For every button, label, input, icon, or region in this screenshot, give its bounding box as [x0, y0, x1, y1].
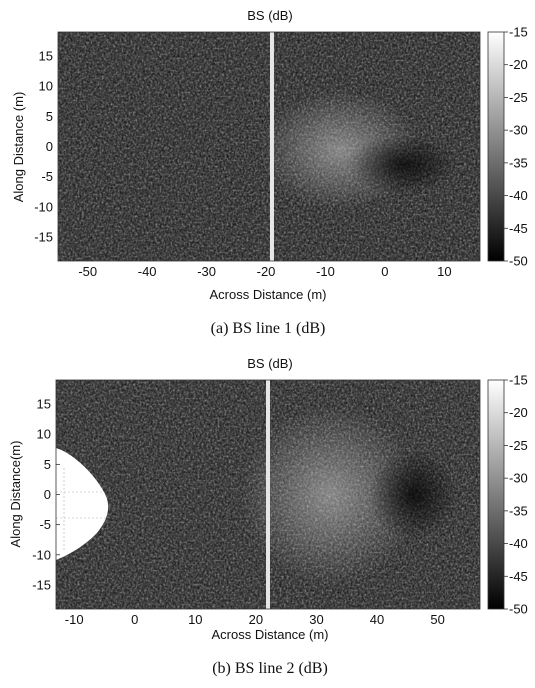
panel-a-dark-zone — [347, 134, 458, 195]
panel-b-colorbar-ticks: -15 -20 -25 -30 -35 -40 -45 -50 — [504, 373, 528, 617]
panel-b-x-tick-label: 30 — [309, 612, 323, 627]
panel-b-y-tick-label: -15 — [32, 577, 51, 592]
panel-a-colorbar-tick-label: -20 — [509, 57, 528, 72]
panel-b-y-tick-label: -10 — [32, 547, 51, 562]
panel-a-colorbar-tick-label: -50 — [509, 254, 528, 269]
panel-b-colorbar-tick-label: -35 — [509, 503, 528, 518]
panel-b-colorbar-tick-label: -45 — [509, 569, 528, 584]
panel-b-x-tick-label: 50 — [430, 612, 444, 627]
panel-b-x-axis-label: Across Distance (m) — [211, 627, 328, 642]
panel-b-bright-zone — [240, 405, 420, 585]
panel-a-colorbar-ticks: -15 -20 -25 -30 -35 -40 -45 -50 — [504, 25, 528, 269]
panel-a-colorbar-tick-label: -35 — [509, 155, 528, 170]
panel-a-x-ticks: -50 -40 -30 -20 -10 0 10 — [78, 257, 452, 279]
panel-b-title: BS (dB) — [247, 356, 293, 371]
panel-a-x-tick-label: -10 — [316, 264, 335, 279]
panel-a-y-tick-label: -15 — [34, 229, 53, 244]
panel-b-colorbar-tick-label: -50 — [509, 602, 528, 617]
panel-b-colorbar-tick-label: -15 — [509, 373, 528, 388]
panel-b-dark-zone — [368, 449, 459, 540]
panel-b-colorbar-tick-label: -40 — [509, 536, 528, 551]
panel-a-y-ticks: 15 10 5 0 -5 -10 -15 — [34, 49, 62, 244]
panel-a-x-tick-label: -20 — [257, 264, 276, 279]
panel-a-y-axis-label: Along Distance (m) — [11, 92, 26, 203]
panel-b-no-data-notch — [56, 448, 109, 560]
panel-b-y-tick-label: -5 — [39, 517, 51, 532]
panel-a-y-tick-label: -10 — [34, 199, 53, 214]
panel-a-colorbar-tick-label: -15 — [509, 25, 528, 40]
panel-b-y-tick-label: 10 — [37, 427, 51, 442]
panel-a-y-tick-label: 15 — [39, 49, 53, 64]
panel-a-colorbar-tick-label: -30 — [509, 123, 528, 138]
panel-a-y-tick-label: 0 — [46, 139, 53, 154]
panel-b-x-tick-label: 10 — [188, 612, 202, 627]
panel-b-y-tick-label: 15 — [37, 397, 51, 412]
panel-b-y-ticks: 15 10 5 0 -5 -10 -15 — [32, 397, 60, 592]
panel-a-x-tick-label: 0 — [381, 264, 388, 279]
panel-b-colorbar — [487, 379, 505, 610]
panel-b-track-line — [266, 380, 270, 609]
panel-b-y-tick-label: 5 — [44, 457, 51, 472]
panel-a-heatmap — [58, 32, 480, 261]
panel-a-x-tick-label: -40 — [138, 264, 157, 279]
panel-a-y-tick-label: 10 — [39, 79, 53, 94]
panel-a-x-tick-label: -30 — [197, 264, 216, 279]
panel-a-title: BS (dB) — [247, 8, 293, 23]
panel-a-x-tick-label: 10 — [437, 264, 451, 279]
panel-b-x-tick-label: -10 — [65, 612, 84, 627]
panel-b-x-tick-label: 0 — [131, 612, 138, 627]
panel-a-colorbar-tick-label: -45 — [509, 221, 528, 236]
panel-a: BS (dB) -50 -40 -30 -20 -10 0 10 15 10 5 0 -5 -10 -1… — [11, 8, 528, 337]
panel-b-y-axis-label: Along Distance(m) — [8, 441, 23, 548]
panel-a-colorbar-tick-label: -40 — [509, 188, 528, 203]
panel-b-x-tick-label: 20 — [249, 612, 263, 627]
panel-b-caption: (b) BS line 2 (dB) — [212, 660, 328, 677]
panel-a-colorbar — [487, 31, 505, 262]
panel-b-colorbar-tick-label: -30 — [509, 471, 528, 486]
panel-a-y-tick-label: -5 — [41, 169, 53, 184]
panel-b-colorbar-tick-label: -25 — [509, 438, 528, 453]
panel-a-x-axis-label: Across Distance (m) — [209, 287, 326, 302]
panel-b-x-tick-label: 40 — [370, 612, 384, 627]
panel-b-y-tick-label: 0 — [44, 487, 51, 502]
panel-b-colorbar-tick-label: -20 — [509, 405, 528, 420]
panel-a-caption: (a) BS line 1 (dB) — [211, 320, 326, 337]
panel-b-heatmap — [56, 380, 480, 609]
panel-a-y-tick-label: 5 — [46, 109, 53, 124]
panel-a-colorbar-tick-label: -25 — [509, 90, 528, 105]
panel-a-track-line — [269, 32, 274, 261]
panel-b-x-ticks: -10 0 10 20 30 40 50 — [65, 605, 445, 627]
panel-a-x-tick-label: -50 — [78, 264, 97, 279]
